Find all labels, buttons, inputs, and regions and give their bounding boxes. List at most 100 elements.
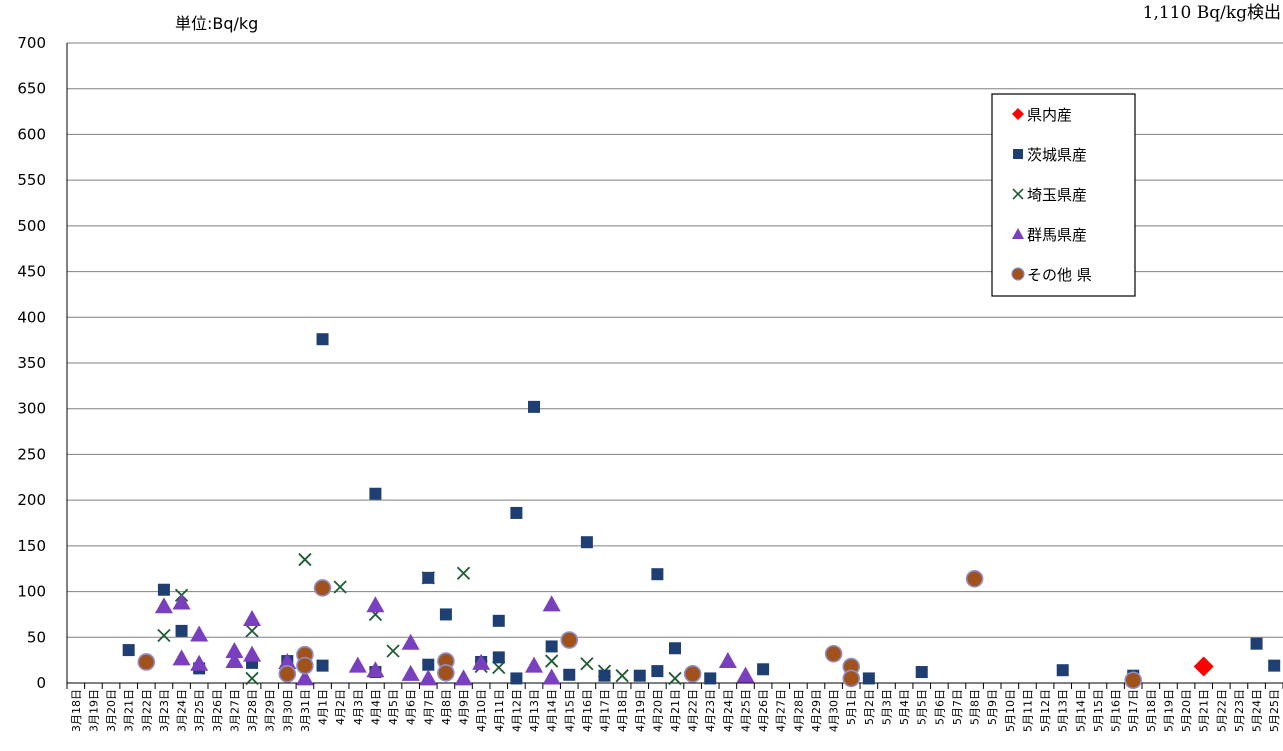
legend-marker-square — [1013, 149, 1023, 159]
data-points — [122, 333, 1281, 690]
x-tick-label: 3月27日 — [228, 689, 241, 732]
data-point-x — [615, 669, 629, 683]
x-tick-label: 4月3日 — [352, 689, 365, 725]
data-point-square — [175, 624, 188, 637]
data-point-triangle — [525, 656, 544, 673]
x-tick-label: 5月3日 — [880, 689, 893, 725]
x-tick-label: 4月22日 — [687, 689, 700, 732]
data-point-square — [422, 658, 435, 671]
data-point-x — [298, 552, 312, 567]
y-tick-label: 250 — [17, 445, 46, 463]
data-point-square — [369, 487, 382, 500]
data-point-triangle — [736, 666, 755, 683]
data-point-square — [422, 571, 435, 584]
x-tick-label: 3月31日 — [299, 689, 312, 732]
x-tick-label: 5月2日 — [863, 689, 876, 725]
x-tick-label: 5月8日 — [969, 689, 982, 725]
x-tick-label: 3月18日 — [70, 689, 83, 732]
data-point-circle — [313, 579, 332, 597]
legend-label: その他 県 — [1027, 266, 1092, 284]
data-point-x — [245, 671, 259, 686]
x-tick-label: 4月15日 — [563, 689, 576, 732]
data-point-square — [633, 669, 646, 682]
data-point-circle — [560, 631, 579, 649]
data-point-square — [510, 506, 523, 519]
x-tick-label: 3月23日 — [158, 689, 171, 732]
data-point-triangle — [366, 596, 385, 613]
x-tick-label: 3月21日 — [123, 689, 136, 732]
x-tick-label: 5月22日 — [1215, 689, 1228, 732]
x-tick-label: 5月10日 — [1004, 689, 1017, 732]
data-point-square — [651, 665, 664, 678]
x-tick-label: 4月13日 — [528, 689, 541, 732]
data-point-square — [669, 642, 681, 655]
legend-marker-diamond — [1012, 108, 1024, 120]
x-tick-label: 4月7日 — [422, 689, 435, 725]
data-point-circle — [296, 656, 314, 675]
data-point-triangle — [401, 664, 420, 681]
data-point-square — [246, 656, 259, 669]
data-point-triangle — [172, 593, 191, 610]
data-point-x — [580, 657, 594, 671]
x-tick-label: 4月14日 — [546, 689, 559, 732]
data-point-square — [1268, 659, 1281, 672]
x-tick-label: 4月27日 — [775, 689, 788, 732]
x-tick-label: 4月2日 — [334, 689, 347, 725]
y-axis: 0 50 100 150 200 250 300 350 400 450 500 550 600 650 7… — [17, 34, 68, 692]
x-tick-label: 5月24日 — [1251, 689, 1264, 732]
legend-label: 群馬県産 — [1027, 226, 1087, 244]
y-tick-label: 550 — [17, 171, 46, 189]
legend-label: 県内産 — [1027, 106, 1072, 124]
data-point-x — [545, 654, 559, 668]
legend-label: 埼玉県産 — [1027, 186, 1087, 204]
x-tick-label: 5月23日 — [1233, 689, 1246, 732]
x-tick-label: 4月10日 — [475, 689, 488, 732]
data-point-triangle — [278, 652, 297, 669]
x-tick-label: 4月16日 — [581, 689, 594, 732]
x-tick-label: 4月17日 — [599, 689, 612, 732]
x-tick-label: 5月6日 — [933, 689, 946, 725]
data-point-circle — [824, 644, 843, 663]
data-point-circle — [842, 669, 861, 688]
data-point-triangle — [542, 668, 561, 685]
x-tick-label: 3月24日 — [176, 689, 189, 732]
data-point-square — [1250, 637, 1263, 650]
data-point-square — [316, 333, 329, 346]
x-tick-label: 5月21日 — [1198, 689, 1211, 732]
y-tick-label: 0 — [36, 674, 46, 692]
x-tick-label: 4月4日 — [369, 689, 382, 725]
data-point-triangle — [154, 597, 173, 614]
x-tick-label: 3月19日 — [87, 689, 100, 732]
data-point-square — [157, 583, 170, 596]
data-point-square — [704, 672, 717, 685]
x-tick-label: 5月7日 — [951, 689, 964, 725]
data-point-square — [651, 568, 664, 581]
data-point-x — [157, 628, 171, 643]
x-tick-label: 3月29日 — [264, 689, 277, 732]
data-point-square — [316, 659, 329, 672]
x-tick-label: 5月11日 — [1021, 689, 1034, 732]
data-point-square — [580, 536, 593, 549]
x-tick-label: 4月24日 — [722, 689, 735, 732]
data-point-square — [439, 608, 452, 621]
data-point-x — [456, 566, 471, 580]
x-tick-label: 5月17日 — [1127, 689, 1140, 732]
x-tick-label: 5月19日 — [1162, 689, 1175, 732]
data-point-square — [757, 663, 770, 676]
data-point-square — [492, 651, 505, 664]
data-point-square — [528, 400, 541, 413]
data-point-circle — [437, 664, 455, 682]
x-tick-label: 4月8日 — [440, 689, 453, 725]
data-point-triangle — [190, 654, 209, 671]
x-tick-label: 3月25日 — [193, 689, 206, 732]
data-point-x — [386, 644, 400, 658]
x-tick-label: 5月1日 — [845, 689, 858, 725]
x-tick-label: 3月30日 — [281, 689, 294, 732]
y-tick-label: 450 — [17, 263, 46, 281]
x-tick-label: 5月4日 — [898, 689, 911, 725]
x-tick-label: 3月20日 — [105, 689, 118, 732]
data-point-square — [563, 668, 576, 681]
y-tick-label: 350 — [17, 354, 46, 372]
data-point-x — [245, 624, 259, 638]
